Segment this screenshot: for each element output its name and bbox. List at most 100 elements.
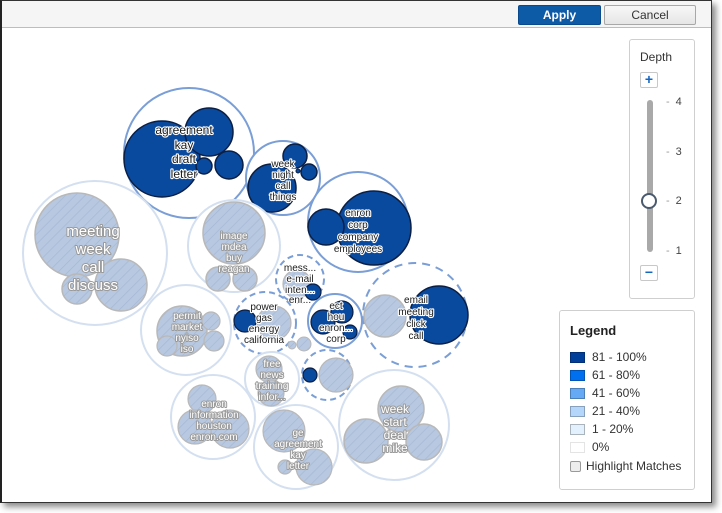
cluster-meeting-week-call-discuss[interactable]: meeting week call discuss — [22, 180, 168, 326]
legend-item: 1 - 20% — [570, 422, 633, 436]
legend-title: Legend — [570, 323, 617, 338]
cluster-enron-corp-company-employees[interactable]: enron corp company employees — [307, 171, 412, 273]
cluster-label: week — [380, 402, 410, 416]
highlight-matches-toggle[interactable]: Highlight Matches — [570, 459, 681, 473]
cluster-label: meeting — [398, 307, 434, 318]
cluster-label: corp — [348, 220, 368, 231]
legend-panel: Legend 81 - 100% 61 - 80% 41 - 60% 21 - … — [559, 310, 695, 490]
cluster-label: california — [244, 335, 284, 346]
cluster-label: week — [270, 159, 295, 170]
cluster-label: things — [270, 192, 297, 203]
cluster-map-window: Apply Cancel agreement kay draft letter — [0, 0, 712, 503]
cluster-image-mdea-buy-reagan[interactable]: image mdea buy reagan — [187, 199, 281, 293]
cluster-ect-hou-enron-corp[interactable]: ect hou enron... corp — [307, 293, 363, 349]
depth-tick-3: -3 — [666, 146, 682, 158]
cluster-label: meeting — [66, 223, 119, 240]
cluster-label: market — [172, 322, 203, 333]
cluster-label: company — [338, 232, 379, 243]
cluster-ge-agreement-kay-letter[interactable]: ge agreement kay letter — [253, 404, 339, 490]
cluster-label: call — [275, 181, 290, 192]
cluster-label: kay — [290, 450, 306, 461]
legend-item: 0% — [570, 440, 609, 454]
plus-icon: + — [644, 71, 654, 87]
cluster-label: information — [189, 410, 238, 421]
highlight-matches-label: Highlight Matches — [586, 459, 682, 473]
cluster-week-night-call-things[interactable]: week night call things — [245, 140, 321, 216]
cluster-label: deal — [384, 428, 407, 442]
cluster-label: houston — [196, 421, 232, 432]
cluster-label: ect — [329, 301, 343, 312]
cluster-label: mess... — [284, 263, 316, 274]
cluster-unlabeled-small[interactable] — [301, 349, 354, 401]
cluster-label: click — [406, 319, 426, 330]
depth-title: Depth — [640, 50, 673, 64]
toolbar: Apply Cancel — [2, 1, 711, 28]
cluster-label: night — [272, 170, 294, 181]
cluster-enron-information-houston-enron-com[interactable]: enron information houston enron.com — [170, 374, 256, 460]
cluster-label: start — [383, 415, 407, 429]
cluster-email-meeting-click-call[interactable]: email meeting click call — [362, 262, 469, 368]
cluster-label: letter — [287, 461, 310, 472]
depth-slider-thumb[interactable] — [641, 193, 657, 209]
cluster-label: agreement — [274, 439, 322, 450]
cluster-label: draft — [172, 152, 197, 166]
legend-swatch — [570, 442, 585, 454]
cluster-permit-market-nyiso-iso[interactable]: permit market nyiso iso — [140, 284, 232, 376]
legend-swatch — [570, 406, 585, 418]
depth-decrease-button[interactable]: − — [640, 265, 658, 281]
legend-swatch — [570, 352, 585, 364]
cluster-label: agreement — [155, 123, 213, 137]
cluster-label: enron.com — [190, 432, 237, 443]
depth-increase-button[interactable]: + — [640, 72, 658, 88]
cluster-label: iso — [181, 344, 194, 355]
depth-slider-track[interactable] — [647, 100, 653, 252]
cluster-label: enron — [345, 208, 371, 219]
cluster-label: letter — [171, 167, 198, 181]
depth-panel: Depth + -4 -3 -2 -1 − — [629, 39, 695, 299]
cluster-label: kay — [175, 138, 194, 152]
depth-tick-1: -1 — [666, 245, 682, 257]
legend-swatch — [570, 424, 585, 436]
cluster-label: power — [250, 302, 278, 313]
legend-swatch — [570, 388, 585, 400]
cluster-label: email — [404, 295, 428, 306]
cluster-label: enron... — [319, 323, 353, 334]
cluster-label: permit — [173, 311, 201, 322]
depth-tick-2: -2 — [666, 195, 682, 207]
cluster-label: discuss — [68, 277, 118, 294]
legend-item: 61 - 80% — [570, 368, 640, 382]
cluster-label: free — [263, 359, 281, 370]
legend-item: 81 - 100% — [570, 350, 647, 364]
legend-item: 21 - 40% — [570, 404, 640, 418]
cluster-bubble-chart: agreement kay draft letter week night ca… — [22, 87, 469, 490]
cluster-label: enron — [201, 399, 227, 410]
cluster-agreement-kay-draft-letter[interactable]: agreement kay draft letter — [123, 87, 255, 219]
cluster-label: buy — [226, 253, 242, 264]
cluster-label: ge — [292, 428, 304, 439]
cluster-mess-email-inten-enr[interactable]: mess... e-mail inten... enr... — [275, 254, 325, 307]
cluster-label: news — [260, 370, 283, 381]
cancel-button[interactable]: Cancel — [604, 5, 696, 25]
cluster-label: call — [408, 331, 423, 342]
cluster-label: reagan — [218, 264, 249, 275]
apply-button[interactable]: Apply — [518, 5, 601, 25]
legend-swatch — [570, 370, 585, 382]
cluster-label: image — [220, 231, 248, 242]
cluster-label: employees — [334, 244, 382, 255]
cluster-label: mike — [382, 441, 408, 455]
highlight-matches-checkbox[interactable] — [570, 461, 581, 473]
cluster-week-start-deal-mike[interactable]: week start deal mike — [338, 369, 450, 481]
cluster-label: training — [256, 381, 289, 392]
minus-icon: − — [644, 264, 654, 280]
cluster-label: gas — [256, 313, 272, 324]
cluster-label: nyiso — [175, 333, 199, 344]
cluster-label: enr... — [289, 295, 311, 306]
depth-tick-4: -4 — [666, 96, 682, 108]
cluster-label: week — [74, 241, 111, 258]
cluster-label: hou — [328, 312, 345, 323]
cluster-label: call — [82, 259, 105, 276]
cluster-power-gas-energy-california[interactable]: power gas energy california — [233, 291, 312, 355]
cluster-label: infor... — [258, 392, 285, 403]
cluster-free-news-training-infor[interactable]: free news training infor... — [244, 351, 300, 407]
cluster-label: mdea — [221, 242, 246, 253]
